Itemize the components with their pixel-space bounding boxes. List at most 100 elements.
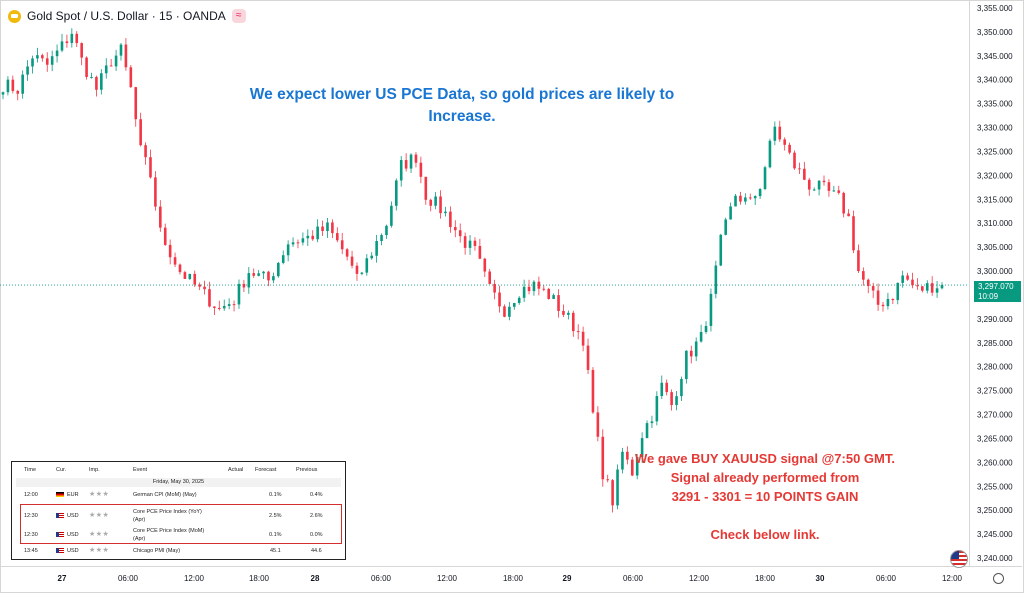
symbol-title[interactable]: Gold Spot / U.S. Dollar · 15 · OANDA	[27, 9, 226, 23]
time-tick-label: 12:00	[942, 574, 963, 583]
price-tick-label: 3,340.000	[977, 76, 1013, 85]
us-flag-icon	[56, 532, 64, 538]
highlight-box	[20, 504, 342, 544]
candle	[886, 292, 890, 310]
candle	[326, 218, 329, 238]
price-axis[interactable]: 3,355.000 3,350.000 3,345.000 3,340.000 3,33…	[977, 4, 1013, 563]
price-tick-label: 3,245.000	[977, 530, 1013, 539]
price-tick-label: 3,325.000	[977, 147, 1013, 156]
candle	[925, 280, 929, 294]
time-tick-label: 12:00	[184, 574, 205, 583]
symbol-header[interactable]: Gold Spot / U.S. Dollar · 15 · OANDA ≈	[8, 8, 246, 24]
pce-annotation: We expect lower US PCE Data, so gold pri…	[236, 84, 688, 128]
candle	[812, 187, 816, 192]
candle	[567, 310, 570, 320]
candle	[881, 301, 885, 312]
candle	[114, 49, 118, 71]
candle	[547, 287, 551, 300]
candle	[576, 324, 580, 340]
economic-calendar: Time Cur. Imp. Event Actual Forecast Pre…	[11, 461, 346, 560]
settings-icon[interactable]	[993, 573, 1004, 584]
candle	[306, 229, 310, 246]
candle	[252, 268, 256, 278]
candle	[724, 217, 727, 236]
time-axis[interactable]: 27 06:00 12:00 18:00 28 06:00 12:00 18:00 29 06:0…	[58, 574, 963, 583]
price-tick-label: 3,285.000	[977, 339, 1013, 348]
candle	[60, 33, 64, 53]
price-tick-label: 3,330.000	[977, 124, 1013, 133]
time-tick-label: 18:00	[755, 574, 776, 583]
candle	[537, 276, 541, 296]
candle	[532, 280, 536, 296]
candle	[803, 161, 806, 181]
candle	[896, 282, 900, 305]
candle	[753, 195, 757, 205]
candle	[832, 185, 836, 192]
gold-coin-icon	[8, 9, 21, 23]
candle	[311, 230, 315, 241]
col-event: Event	[133, 467, 148, 473]
signal-annotation: We gave BUY XAUUSD signal @7:50 GMT. Sig…	[600, 449, 930, 544]
candle	[822, 175, 826, 186]
price-tick-label: 3,335.000	[977, 100, 1013, 109]
candle	[517, 296, 521, 305]
compare-badge-icon[interactable]: ≈	[231, 9, 246, 23]
col-importance: Imp.	[89, 467, 100, 473]
candle	[80, 42, 83, 66]
candle	[124, 38, 128, 71]
candle	[193, 270, 197, 288]
candle	[390, 201, 393, 228]
price-tick-label: 3,270.000	[977, 411, 1013, 420]
time-tick-label: 29	[563, 574, 572, 583]
bar-countdown: 10:09	[978, 292, 999, 301]
candle	[483, 257, 487, 278]
candle	[478, 238, 482, 260]
time-tick-label: 12:00	[437, 574, 458, 583]
price-tick-label: 3,345.000	[977, 52, 1013, 61]
candle	[144, 142, 147, 165]
candle	[798, 162, 801, 175]
candle	[404, 153, 408, 172]
price-tick-label: 3,310.000	[977, 219, 1013, 228]
candle	[714, 260, 718, 299]
time-tick-label: 18:00	[503, 574, 524, 583]
time-tick-label: 06:00	[118, 574, 139, 583]
candle	[601, 429, 605, 487]
candle	[773, 121, 777, 146]
candle	[694, 337, 698, 362]
us-flag-icon[interactable]	[950, 550, 968, 568]
candle	[739, 191, 742, 205]
calendar-header-row: Time Cur. Imp. Event Actual Forecast Pre…	[12, 464, 345, 476]
candle	[704, 321, 708, 334]
importance-stars-icon: ★★★	[89, 531, 110, 538]
candle	[95, 75, 98, 97]
candle	[586, 338, 590, 375]
candle	[213, 306, 216, 315]
us-flag-icon	[56, 513, 64, 519]
signal-annotation-line-3: 3291 - 3301 = 10 POINTS GAIN	[671, 489, 859, 504]
candle	[163, 223, 167, 246]
candle	[109, 58, 113, 67]
price-tick-label: 3,320.000	[977, 171, 1013, 180]
candle	[365, 254, 369, 276]
candle	[842, 191, 845, 218]
importance-stars-icon: ★★★	[89, 547, 110, 554]
candle	[331, 219, 334, 239]
candle	[689, 345, 693, 364]
candle	[424, 176, 428, 205]
signal-annotation-line-1: We gave BUY XAUUSD signal @7:50 GMT.	[635, 451, 895, 466]
candle	[380, 233, 383, 246]
candle	[852, 210, 855, 254]
candle	[778, 120, 782, 142]
candle	[360, 271, 364, 276]
candle	[606, 474, 609, 483]
candle	[6, 76, 10, 96]
candle	[183, 270, 187, 280]
candle	[788, 142, 791, 155]
candle	[203, 280, 206, 295]
candle	[434, 192, 437, 210]
candle	[75, 31, 79, 48]
candle	[178, 263, 182, 275]
candle	[90, 72, 93, 79]
